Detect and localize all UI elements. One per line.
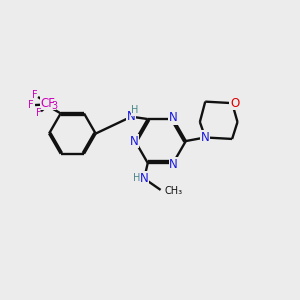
Text: CF: CF: [40, 97, 55, 110]
Text: N: N: [169, 111, 178, 124]
Text: H: H: [131, 105, 139, 115]
Text: CH₃: CH₃: [164, 186, 182, 196]
Text: F: F: [28, 100, 34, 110]
Text: F: F: [32, 91, 37, 100]
Text: H: H: [133, 173, 140, 183]
Text: N: N: [140, 172, 148, 185]
Text: N: N: [169, 158, 178, 171]
Text: N: N: [201, 131, 210, 144]
Text: F: F: [36, 108, 42, 118]
Text: N: N: [127, 110, 136, 123]
Text: 3: 3: [52, 101, 58, 111]
Text: O: O: [230, 97, 239, 110]
Text: N: N: [130, 134, 139, 148]
